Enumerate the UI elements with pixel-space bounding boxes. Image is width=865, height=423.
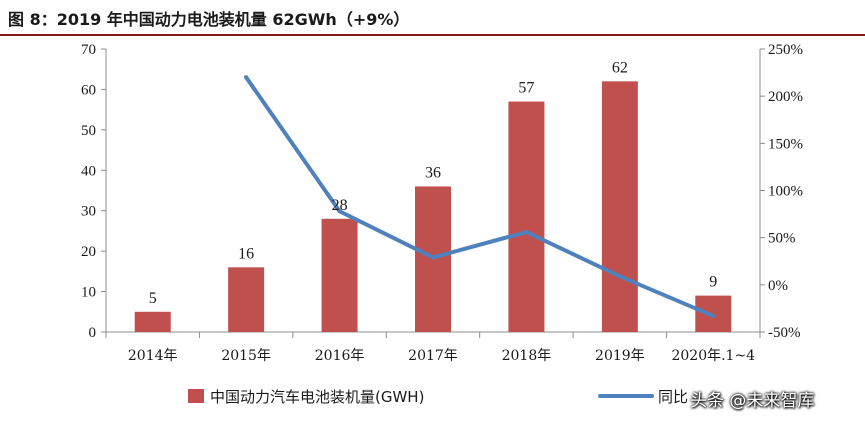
line-point [617,274,622,279]
left-axis-tick-label: 20 [81,244,96,260]
right-axis-tick-label: 0% [768,278,788,294]
bar-data-label: 16 [238,245,254,262]
left-axis-tick-label: 70 [81,42,96,58]
x-axis-category-label: 2020年.1~4 [671,348,755,364]
left-axis-tick-label: 60 [81,82,96,98]
bar [601,81,638,332]
x-axis-category-label: 2019年 [595,348,645,364]
bar-series [134,81,732,332]
line-point [431,255,435,260]
line-point [337,209,342,214]
right-axis-tick-label: 200% [768,89,803,105]
right-axis-tick-label: 100% [768,184,803,200]
bar [508,101,545,332]
right-axis-tick-label: 250% [768,42,803,58]
x-axis-category-label: 2016年 [315,348,365,364]
bar [228,267,265,332]
bar-data-label: 9 [709,274,717,291]
right-axis-tick-label: -50% [768,325,801,341]
bar [134,311,171,332]
left-axis-tick-label: 40 [81,163,96,179]
left-axis-tick-label: 30 [81,204,96,220]
left-axis-tick-label: 50 [81,123,96,139]
data-labels: 5 16 28 36 57 62 9 [149,59,718,306]
title-rule [0,34,865,36]
x-axis-category-label: 2018年 [502,348,552,364]
legend: 中国动力汽车电池装机量(GWH) 同比 [188,388,688,406]
chart-title: 图 8：2019 年中国动力电池装机量 62GWh（+9%） [8,10,410,29]
bar [321,218,358,332]
bar-data-label: 5 [149,290,157,307]
line-point [244,75,249,80]
line-point [524,230,529,235]
right-axis-tick-label: 50% [768,231,796,247]
bar-data-label: 36 [425,164,441,181]
line-series [244,75,716,318]
x-axis-category-label: 2014年 [128,348,178,364]
legend-bar-swatch [188,389,204,403]
right-axis-tick-label: 150% [768,136,803,152]
legend-line-label: 同比 [658,388,688,406]
legend-bar-label: 中国动力汽车电池装机量(GWH) [210,388,424,406]
left-axis-tick-label: 10 [81,285,96,301]
axes: 0 10 20 30 40 50 60 70 -50% 0% 50% 100% 150% 200% 250%… [81,42,803,364]
yoy-line [244,75,716,318]
x-axis-category-label: 2015年 [221,348,271,364]
bar-data-label: 62 [612,59,628,76]
bar-data-label: 28 [332,197,348,214]
left-axis-tick-label: 0 [89,325,97,341]
line-point [711,313,716,318]
x-axis-category-label: 2017年 [408,348,458,364]
watermark: 头条 @未来智库 [690,391,815,411]
bar-data-label: 57 [518,80,534,97]
